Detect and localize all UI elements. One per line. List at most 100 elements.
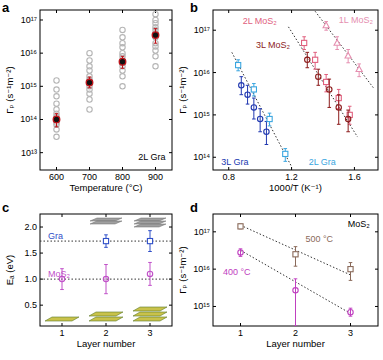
data-point: [293, 288, 298, 293]
data-point: [238, 250, 243, 255]
annotation: 2L Gra: [138, 152, 165, 162]
error-bar: [104, 235, 108, 248]
plot-area: [232, 11, 373, 166]
data-point: [54, 94, 59, 99]
series: [238, 249, 353, 326]
y-tick: [169, 305, 172, 306]
x-tick-label: 2: [103, 328, 108, 338]
error-bar: [327, 79, 331, 107]
y-tick-label: 10¹⁴: [20, 114, 37, 124]
x-tick: [106, 214, 107, 217]
data-point: [120, 27, 125, 32]
x-axis-title: 1000/T (K⁻¹): [269, 182, 322, 193]
y-tick-label: 2.0: [24, 222, 37, 232]
series: [236, 60, 288, 162]
y-axis-title: Γₚ (s⁻¹m⁻²): [177, 246, 188, 293]
data-point: [153, 11, 158, 16]
y-tick-label: 0.5: [24, 300, 37, 310]
x-tick: [150, 323, 151, 326]
error-bar: [302, 37, 306, 50]
x-tick-label: 1: [59, 328, 64, 338]
error-bar: [283, 149, 287, 162]
graphene-layer-sketch: [134, 224, 166, 227]
data-point: [239, 83, 244, 88]
y-tick: [375, 306, 378, 307]
x-tick: [291, 167, 292, 170]
data-point: [153, 54, 158, 59]
data-point: [103, 238, 108, 243]
data-point: [336, 105, 341, 110]
annotation: MoS₂: [348, 219, 371, 229]
y-tick: [40, 253, 43, 254]
mos2-layer-sketch: [89, 312, 123, 316]
data-point: [327, 87, 332, 92]
data-point: [302, 40, 307, 45]
series: [103, 231, 152, 252]
y-tick: [213, 72, 216, 73]
panel: 0.81.21.610¹⁴10¹⁵10¹⁶10¹⁷1000/T (K⁻¹)Γₚ …: [177, 0, 378, 193]
series-label: 400 °C: [223, 267, 251, 277]
x-tick-label: 1.6: [348, 172, 361, 182]
data-point: [356, 66, 362, 72]
mos2-layer-sketch: [133, 317, 167, 321]
y-tick-label: 10¹⁵: [193, 110, 210, 120]
y-tick: [169, 86, 172, 87]
y-tick: [40, 152, 43, 153]
y-tick-label: 10¹⁷: [194, 227, 210, 237]
x-tick: [240, 323, 241, 326]
y-tick-label: 10¹⁴: [193, 152, 210, 162]
y-tick-label: 10¹⁷: [21, 15, 37, 25]
y-tick: [40, 19, 43, 20]
y-axis-title: Eₐ (eV): [4, 255, 15, 285]
error-bar: [239, 77, 243, 95]
x-tick: [350, 214, 351, 217]
y-tick: [169, 119, 172, 120]
x-tick-label: 1.2: [285, 172, 298, 182]
y-tick: [40, 305, 43, 306]
y-tick: [213, 30, 216, 31]
data-point: [54, 117, 59, 122]
x-tick: [240, 214, 241, 217]
data-point: [293, 252, 298, 257]
x-tick: [350, 323, 351, 326]
x-tick: [354, 10, 355, 13]
error-bar: [294, 279, 298, 326]
data-point: [54, 134, 59, 139]
y-tick-label: 10¹⁶: [20, 48, 37, 58]
x-tick-label: 1: [238, 328, 243, 338]
data-point: [87, 58, 92, 63]
data-point: [153, 64, 158, 69]
x-tick-label: 2: [293, 328, 298, 338]
data-point: [87, 107, 92, 112]
data-point: [283, 151, 288, 156]
y-tick: [375, 157, 378, 158]
data-point: [87, 64, 92, 69]
data-point: [87, 97, 92, 102]
data-point: [251, 105, 256, 110]
panel-letter: a: [2, 0, 10, 15]
x-tick-label: 3: [348, 328, 353, 338]
error-bar: [239, 224, 243, 229]
data-point: [147, 271, 152, 276]
y-tick: [375, 269, 378, 270]
x-tick-label: 3: [147, 328, 152, 338]
data-point: [87, 50, 92, 55]
error-bar: [316, 69, 320, 85]
x-axis-title: Temperature (°C): [70, 182, 143, 193]
y-tick: [213, 231, 216, 232]
data-point: [120, 84, 125, 89]
data-point: [152, 32, 159, 39]
y-tick-label: 10¹⁶: [193, 68, 210, 78]
data-point: [54, 101, 59, 106]
data-point: [119, 58, 126, 65]
x-tick: [150, 214, 151, 217]
layer-sketches: [45, 218, 167, 321]
data-point: [120, 74, 125, 79]
data-point: [238, 224, 243, 229]
error-bar: [265, 121, 269, 144]
y-tick: [375, 30, 378, 31]
series-label: 500 °C: [305, 234, 333, 244]
series: [59, 262, 152, 293]
data-point: [334, 40, 340, 46]
panel-letter: c: [2, 200, 9, 215]
